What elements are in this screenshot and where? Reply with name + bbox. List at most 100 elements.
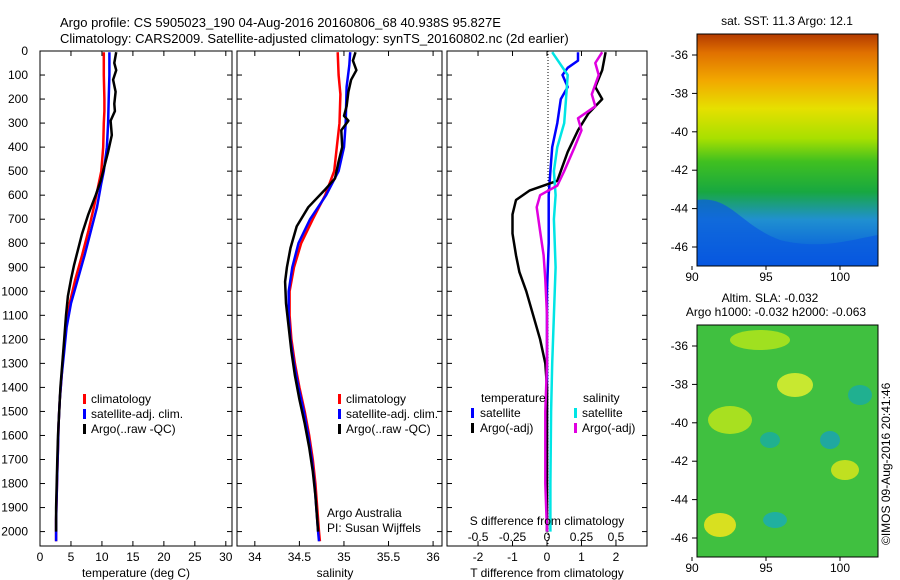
x-tick-label: 1 <box>578 550 585 564</box>
t-diff-xlabel: T difference from climatology <box>470 566 624 580</box>
legend-sal-satellite-label: satellite <box>582 406 623 420</box>
series-line-climatology <box>54 52 106 542</box>
legend-climatology-label: climatology <box>91 392 151 406</box>
legend-temp-satellite-label: satellite <box>480 406 521 420</box>
legend-temp-satellite-swatch <box>471 408 474 418</box>
x-tick-label: 36 <box>426 550 440 564</box>
series-line-satellite-adj-clim- <box>287 52 352 542</box>
series-line-salinity-satellite <box>549 51 569 532</box>
x2-tick-label: 0 <box>544 530 551 544</box>
sla-map-title-1: Altim. SLA: -0.032 <box>722 291 819 305</box>
legend-satellite-label: satellite-adj. clim. <box>346 407 438 421</box>
difference-legend: temperature salinity satellite Argo(-adj… <box>471 391 635 435</box>
sla-low-anomaly <box>820 431 840 449</box>
lon-tick-label: 100 <box>830 270 850 284</box>
sla-map-title-2: Argo h1000: -0.032 h2000: -0.063 <box>686 305 866 319</box>
depth-tick-label: 200 <box>8 92 28 106</box>
x-tick-label: 2 <box>613 550 620 564</box>
legend-climatology-swatch <box>338 394 341 404</box>
depth-tick-label: 1700 <box>1 452 28 466</box>
lon-tick-label: 100 <box>830 561 850 575</box>
salinity-xlabel: salinity <box>317 566 354 580</box>
legend-argo-swatch <box>83 424 86 434</box>
depth-tick-label: 1300 <box>1 356 28 370</box>
legend-argo-label: Argo(..raw -QC) <box>91 422 176 436</box>
lon-tick-label: 90 <box>685 561 699 575</box>
depth-tick-label: 1000 <box>1 284 28 298</box>
x-tick-label: 35 <box>337 550 351 564</box>
legend-sal-argo-swatch <box>574 423 577 433</box>
lat-tick-label: -44 <box>671 493 689 507</box>
x2-tick-label: -0.25 <box>499 530 527 544</box>
sla-high-anomaly <box>730 330 790 350</box>
legend-salinity-heading: salinity <box>583 391 620 405</box>
sla-map-panel: Altim. SLA: -0.032 Argo h1000: -0.032 h2… <box>671 291 879 575</box>
temperature-legend: climatology satellite-adj. clim. Argo(..… <box>83 392 183 436</box>
legend-satellite-swatch <box>83 409 86 419</box>
sst-map-panel: sat. SST: 11.3 Argo: 12.1 -36 -38 -40 -42 -4… <box>671 14 879 284</box>
legend-satellite-label: satellite-adj. clim. <box>91 407 183 421</box>
depth-tick-label: 600 <box>8 188 28 202</box>
x-tick-label: 34 <box>248 550 262 564</box>
series-line-temperature-satellite <box>545 52 580 532</box>
lat-tick-label: -42 <box>671 454 689 468</box>
series-line-salinity-argo-adj- <box>535 51 604 532</box>
depth-tick-label: 300 <box>8 116 28 130</box>
legend-satellite-swatch <box>338 409 341 419</box>
x2-tick-label: -0.5 <box>468 530 489 544</box>
series-line-temperature-argo-adj- <box>511 51 607 532</box>
x2-tick-label: 0.25 <box>570 530 594 544</box>
legend-temp-argo-label: Argo(-adj) <box>480 421 533 435</box>
depth-tick-label: 1400 <box>1 380 28 394</box>
lat-tick-label: -46 <box>671 531 689 545</box>
x-tick-label: 5 <box>68 550 75 564</box>
temperature-xlabel: temperature (deg C) <box>82 566 190 580</box>
legend-argo-label: Argo(..raw -QC) <box>346 422 431 436</box>
lat-tick-label: -38 <box>671 377 689 391</box>
depth-tick-label: 1900 <box>1 501 28 515</box>
series-line-climatology <box>288 52 342 542</box>
depth-axis: 0 100 200 300 400 500 600 700 800 900 1000 1100 1200… <box>1 44 28 539</box>
lat-tick-label: -40 <box>671 125 689 139</box>
sla-low-anomaly <box>760 432 780 448</box>
x-tick-label: 10 <box>95 550 109 564</box>
legend-argo-swatch <box>338 424 341 434</box>
x-tick-label: 20 <box>157 550 171 564</box>
lat-tick-label: -36 <box>671 339 689 353</box>
lat-tick-label: -36 <box>671 48 689 62</box>
x-tick-label: -2 <box>473 550 484 564</box>
temperature-panel: 0 5 10 15 20 25 30 temperature (deg C) climato… <box>37 50 233 580</box>
x-tick-label: 25 <box>188 550 202 564</box>
imos-stamp: ©IMOS 09-Aug-2016 20:41:46 <box>879 382 893 545</box>
series-line-argo-raw-qc- <box>54 51 118 532</box>
depth-tick-label: 500 <box>8 164 28 178</box>
lat-tick-label: -42 <box>671 163 689 177</box>
x-tick-label: 35.5 <box>377 550 401 564</box>
legend-sal-argo-label: Argo(-adj) <box>582 421 635 435</box>
x-tick-label: 34.5 <box>288 550 312 564</box>
sst-map-frame <box>696 33 879 267</box>
legend-temp-argo-swatch <box>471 423 474 433</box>
legend-climatology-swatch <box>83 394 86 404</box>
depth-tick-label: 2000 <box>1 525 28 539</box>
depth-tick-label: 800 <box>8 236 28 250</box>
credit-line-2: PI: Susan Wijffels <box>327 521 421 535</box>
lon-tick-label: 95 <box>759 561 773 575</box>
sla-high-anomaly <box>704 513 736 537</box>
series-line-argo-raw-qc- <box>283 51 358 532</box>
x-tick-label: 0 <box>37 550 44 564</box>
x-tick-label: 15 <box>126 550 140 564</box>
depth-tick-label: 400 <box>8 140 28 154</box>
sla-map-features <box>704 330 872 537</box>
temperature-frame <box>39 50 233 547</box>
sla-low-anomaly <box>763 512 787 528</box>
salinity-legend: climatology satellite-adj. clim. Argo(..… <box>338 392 438 436</box>
sla-map-frame <box>696 324 879 558</box>
depth-tick-label: 0 <box>21 44 28 58</box>
sla-high-anomaly <box>708 406 752 434</box>
depth-tick-label: 700 <box>8 212 28 226</box>
credit-line-1: Argo Australia <box>327 506 402 520</box>
lon-tick-label: 95 <box>759 270 773 284</box>
sst-cold-water-region <box>697 199 878 266</box>
lat-tick-label: -40 <box>671 416 689 430</box>
